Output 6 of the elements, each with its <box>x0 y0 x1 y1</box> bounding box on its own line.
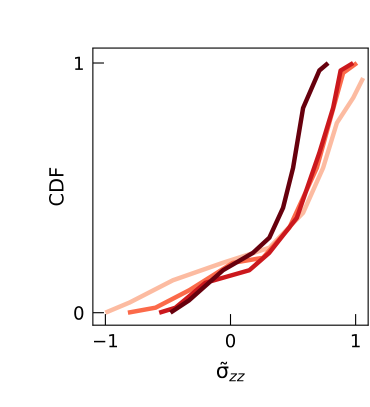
line-series <box>168 60 330 315</box>
x-tick-label: 1 <box>352 334 360 348</box>
y-axis-title: CDF <box>49 168 64 206</box>
x-axis-title: σ̃$_{zz}$ <box>216 362 245 382</box>
x-tick-label: 0 <box>226 334 236 348</box>
x-tick-label: −1 <box>94 334 118 348</box>
